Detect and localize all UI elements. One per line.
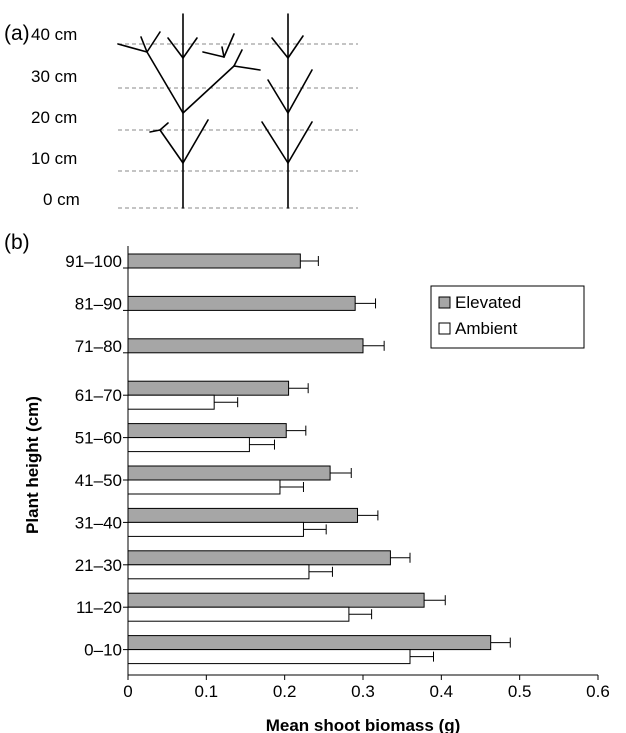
x-tick-label-0: 0 (123, 682, 132, 701)
legend-label-ambient: Ambient (455, 319, 518, 338)
x-tick-label-2: 0.2 (273, 682, 297, 701)
bar-ambient-4 (127, 394, 215, 410)
bar-elevated-7 (127, 507, 359, 523)
legend: Elevated Ambient (430, 285, 585, 349)
bar-ambient-6 (127, 479, 281, 495)
x-tick-label-6: 0.6 (586, 682, 610, 701)
x-axis-label: Mean shoot biomass (g) (266, 716, 461, 733)
height-gridlines (118, 43, 358, 209)
category-label-9: 11–20 (76, 598, 122, 617)
panel-b: (b) 91–100 81–90 71–80 61–70 51–60 41–50 31–40… (4, 231, 610, 733)
bar-ambient-7 (127, 521, 304, 537)
bar-ambient-9 (127, 606, 350, 622)
bar-ambient-8 (127, 564, 310, 580)
category-label-5: 51–60 (75, 429, 122, 448)
x-axis: 0 0.1 0.2 0.3 0.4 0.5 0.6 (123, 246, 610, 701)
category-label-7: 31–40 (75, 513, 122, 532)
legend-swatch-ambient (438, 322, 451, 335)
plant-elevated-diagram (117, 13, 261, 209)
x-tick-label-4: 0.4 (430, 682, 454, 701)
category-label-10: 0–10 (84, 641, 122, 660)
bar-elevated-8 (127, 550, 391, 566)
panel-b-label: (b) (4, 231, 30, 254)
category-label-1: 91–100 (65, 252, 122, 271)
bar-elevated-2 (127, 295, 356, 311)
bar-elevated-5 (127, 423, 287, 439)
bar-elevated-4 (127, 380, 290, 396)
bar-elevated-6 (127, 465, 331, 481)
category-label-2: 81–90 (75, 294, 122, 313)
category-label-8: 21–30 (75, 556, 122, 575)
y-axis-label: Plant height (cm) (23, 396, 42, 534)
legend-box (430, 285, 585, 349)
bar-series (127, 253, 511, 665)
plant-ambient-diagram (261, 13, 313, 209)
panel-a: (a) 40 cm 30 cm 20 cm 10 cm 0 cm (4, 13, 358, 209)
bar-ambient-5 (127, 437, 250, 453)
category-labels: 91–100 81–90 71–80 61–70 51–60 41–50 31–40 21–3… (65, 252, 122, 660)
bar-elevated-3 (127, 338, 364, 354)
x-tick-label-3: 0.3 (351, 682, 375, 701)
x-tick-label-5: 0.5 (508, 682, 532, 701)
height-labels: 40 cm 30 cm 20 cm 10 cm 0 cm (31, 25, 80, 209)
category-label-3: 71–80 (75, 337, 122, 356)
category-label-4: 61–70 (75, 386, 122, 405)
bar-elevated-1 (127, 253, 301, 269)
bar-ambient-10 (127, 649, 411, 665)
x-tick-label-1: 0.1 (195, 682, 219, 701)
height-label-0: 0 cm (43, 190, 80, 209)
legend-label-elevated: Elevated (455, 293, 521, 312)
height-label-40: 40 cm (31, 25, 77, 44)
category-label-6: 41–50 (75, 471, 122, 490)
height-label-10: 10 cm (31, 149, 77, 168)
panel-a-label: (a) (4, 22, 30, 45)
height-label-20: 20 cm (31, 108, 77, 127)
height-label-30: 30 cm (31, 67, 77, 86)
legend-swatch-elevated (438, 296, 451, 309)
bar-elevated-9 (127, 592, 425, 608)
bar-elevated-10 (127, 635, 492, 651)
